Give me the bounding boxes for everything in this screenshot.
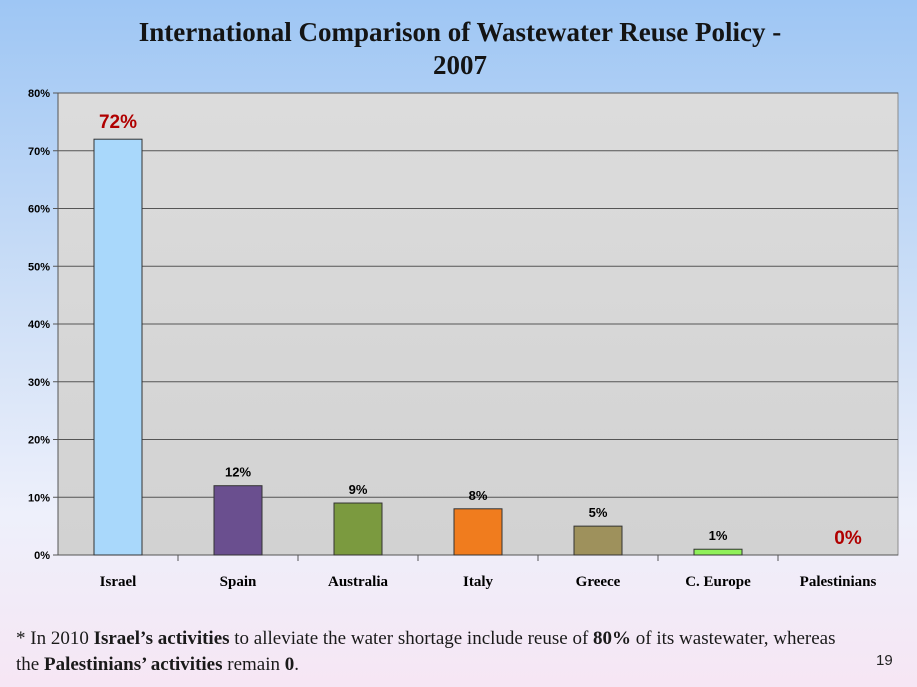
footnote-bold-zero: 0 — [284, 654, 295, 675]
data-label: 1% — [709, 528, 728, 543]
data-label: 5% — [589, 505, 608, 520]
footnote-text-3: of its wastewater, whereas the — [16, 628, 836, 675]
x-category-label: Palestinians — [800, 574, 877, 590]
footnote-text-4: remain — [222, 654, 285, 675]
x-category-label: C. Europe — [685, 574, 751, 590]
x-category-label: Israel — [100, 574, 137, 590]
chart-title: International Comparison of Wastewater R… — [60, 16, 860, 82]
x-category-label: Spain — [220, 574, 257, 590]
data-label: 72% — [99, 112, 137, 133]
data-label: 0% — [834, 528, 862, 549]
footnote-text-5: . — [294, 654, 300, 675]
y-tick-label: 40% — [28, 319, 50, 331]
y-tick-label: 20% — [28, 435, 50, 447]
footnote-text-2: to alleviate the water shortage include … — [229, 628, 594, 649]
data-label: 9% — [349, 482, 368, 497]
y-tick-label: 10% — [28, 492, 50, 504]
y-tick-label: 50% — [28, 261, 50, 273]
y-tick-label: 60% — [28, 204, 50, 216]
bar-shade — [95, 140, 141, 554]
x-category-label: Italy — [463, 574, 494, 590]
bar-shade — [695, 550, 741, 554]
y-tick-label: 70% — [28, 146, 50, 158]
data-label: 8% — [469, 488, 488, 503]
footnote-bold-percent: 80% — [593, 628, 632, 649]
page-number: 19 — [876, 652, 893, 669]
x-category-label: Greece — [576, 574, 621, 590]
bar-chart: 0% 10% 20% 30% 40% 50% 60% 70% 80% Israel Spain Au… — [28, 88, 899, 590]
y-tick-label: 0% — [34, 550, 50, 562]
data-label: 12% — [225, 465, 251, 480]
chart-title-line-1: International Comparison of Wastewater R… — [138, 17, 782, 47]
chart-title-line-2: 2007 — [433, 50, 487, 80]
footnote: * In 2010 Israel’s activities to allevia… — [16, 626, 836, 678]
footnote-text-1: * In 2010 — [16, 628, 94, 649]
footnote-bold-israel: Israel’s activities — [93, 628, 230, 649]
bar-shade — [335, 504, 381, 554]
x-category-label: Australia — [328, 574, 389, 590]
bar-shade — [215, 486, 261, 554]
footnote-bold-palestinians: Palestinians’ activities — [43, 654, 223, 675]
bar-shade — [575, 527, 621, 554]
y-tick-label: 30% — [28, 377, 50, 389]
bar-shade — [455, 509, 501, 554]
y-tick-label: 80% — [28, 88, 50, 100]
